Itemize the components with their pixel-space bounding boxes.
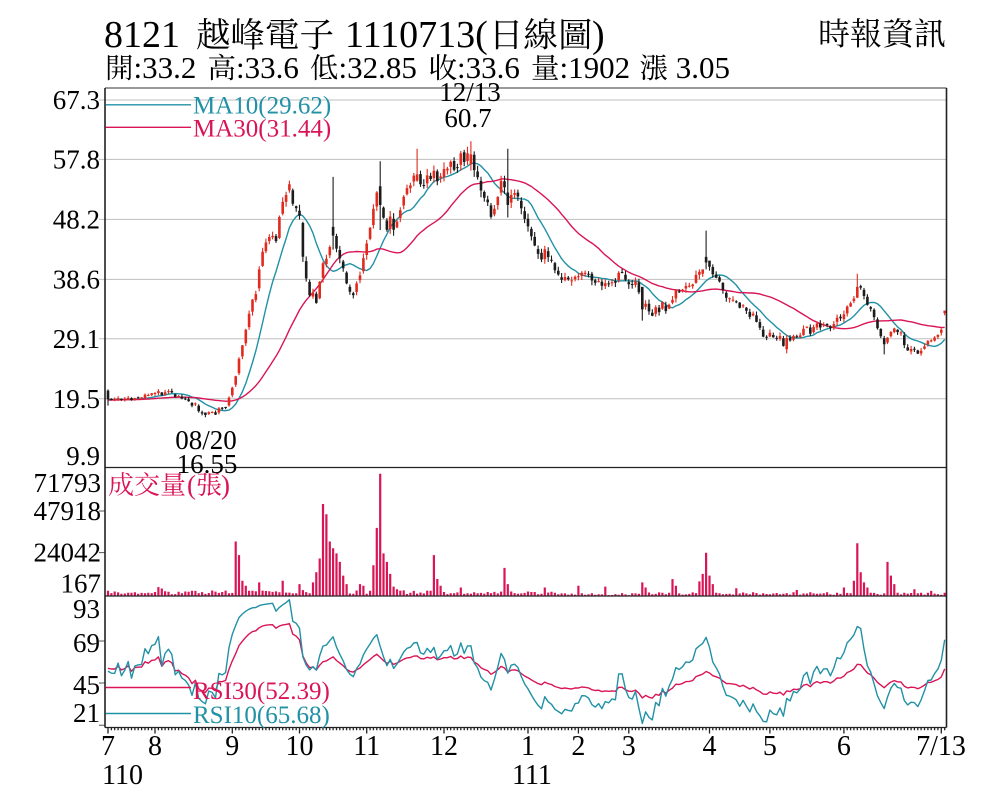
svg-text:38.6: 38.6 bbox=[53, 264, 100, 294]
svg-text:9: 9 bbox=[225, 731, 239, 762]
svg-text:21: 21 bbox=[73, 698, 100, 728]
svg-text:16.55: 16.55 bbox=[177, 449, 238, 479]
svg-text:MA10(29.62): MA10(29.62) bbox=[193, 93, 331, 120]
svg-text:3.05: 3.05 bbox=[668, 50, 730, 85]
svg-text:11: 11 bbox=[353, 731, 380, 762]
svg-text:57.8: 57.8 bbox=[53, 144, 100, 174]
svg-text:111: 111 bbox=[512, 760, 552, 791]
svg-text:): ) bbox=[592, 14, 605, 56]
svg-text:3: 3 bbox=[622, 731, 636, 762]
svg-text:71793: 71793 bbox=[34, 468, 102, 498]
svg-text:1110713(: 1110713( bbox=[345, 14, 488, 56]
svg-text:60.7: 60.7 bbox=[444, 103, 491, 133]
svg-text::33.2: :33.2 bbox=[134, 50, 197, 85]
svg-text:12: 12 bbox=[430, 731, 458, 762]
svg-text:4: 4 bbox=[703, 731, 717, 762]
svg-text:10: 10 bbox=[286, 731, 314, 762]
svg-text:67.3: 67.3 bbox=[53, 85, 100, 115]
svg-text::33.6: :33.6 bbox=[457, 50, 520, 85]
svg-text::33.6: :33.6 bbox=[236, 50, 299, 85]
svg-text:2: 2 bbox=[571, 731, 585, 762]
svg-text:5: 5 bbox=[763, 731, 777, 762]
svg-text:7: 7 bbox=[101, 731, 115, 762]
svg-text::32.85: :32.85 bbox=[339, 50, 417, 85]
svg-text:08/20: 08/20 bbox=[175, 425, 237, 455]
svg-text:24042: 24042 bbox=[34, 538, 102, 568]
svg-text:110: 110 bbox=[102, 760, 143, 791]
svg-text:93: 93 bbox=[73, 594, 100, 624]
svg-text::1902: :1902 bbox=[560, 50, 631, 85]
svg-text:167: 167 bbox=[61, 569, 102, 599]
svg-text:12/13: 12/13 bbox=[439, 77, 501, 107]
svg-text:19.5: 19.5 bbox=[53, 384, 100, 414]
svg-text:48.2: 48.2 bbox=[53, 204, 100, 234]
svg-text:8121: 8121 bbox=[104, 14, 180, 56]
svg-text:(: ( bbox=[187, 470, 196, 500]
svg-text:47918: 47918 bbox=[34, 496, 102, 526]
svg-text:45: 45 bbox=[73, 670, 100, 700]
svg-text:29.1: 29.1 bbox=[53, 324, 100, 354]
svg-text:RSI10(65.68): RSI10(65.68) bbox=[193, 702, 330, 729]
svg-text:9.9: 9.9 bbox=[66, 441, 100, 471]
svg-text:MA30(31.44): MA30(31.44) bbox=[193, 116, 331, 143]
svg-text:7/13: 7/13 bbox=[916, 731, 966, 762]
svg-text:): ) bbox=[221, 470, 230, 500]
svg-text:1: 1 bbox=[521, 731, 535, 762]
svg-text:RSI30(52.39): RSI30(52.39) bbox=[193, 678, 330, 705]
svg-text:8: 8 bbox=[148, 731, 162, 762]
svg-text:6: 6 bbox=[837, 731, 851, 762]
svg-text:69: 69 bbox=[73, 628, 100, 658]
